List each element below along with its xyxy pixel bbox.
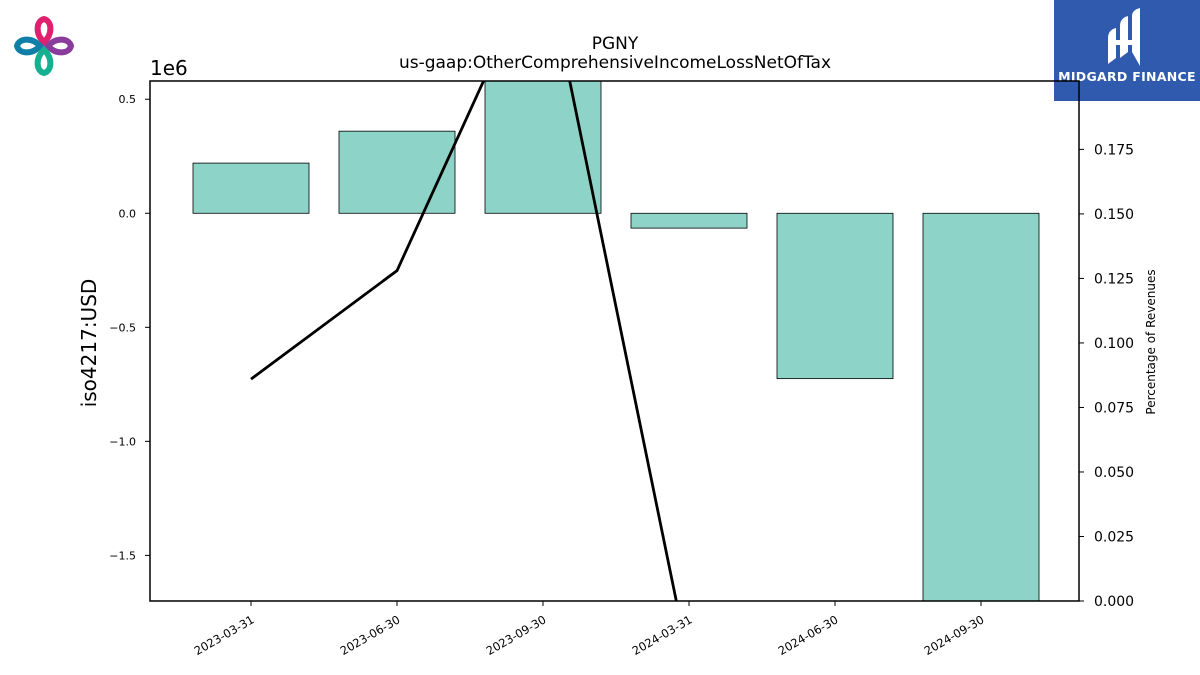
x-tick-label: 2023-09-30 bbox=[484, 612, 549, 658]
plot-frame bbox=[149, 80, 1080, 602]
bar-2024-06-30 bbox=[776, 212, 894, 380]
y-tick-label: −1.5 bbox=[109, 549, 136, 562]
y2-axis-label: Percentage of Revenues bbox=[1144, 269, 1158, 414]
chart-subtitle: us-gaap:OtherComprehensiveIncomeLossNetO… bbox=[399, 53, 831, 73]
y2-tick-label: 0.100 bbox=[1094, 336, 1134, 352]
x-tick-label: 2024-09-30 bbox=[922, 612, 987, 658]
y2-tick-label: 0.000 bbox=[1094, 594, 1134, 610]
bar-2023-09-30 bbox=[484, 80, 602, 214]
y2-tick-label: 0.175 bbox=[1094, 142, 1134, 158]
y-tick-label: −0.5 bbox=[109, 321, 136, 334]
y-tick-label: −1.0 bbox=[109, 435, 136, 448]
y2-tick-label: 0.075 bbox=[1094, 400, 1134, 416]
bar-2023-06-30 bbox=[338, 130, 456, 214]
x-tick-label: 2024-03-31 bbox=[630, 612, 695, 658]
y2-tick-label: 0.150 bbox=[1094, 207, 1134, 223]
logo-text: MIDGARD FINANCE bbox=[1058, 69, 1196, 84]
y-tick-label: 0.0 bbox=[119, 207, 137, 220]
bar-2024-09-30 bbox=[922, 212, 1040, 602]
midgard-finance-logo: MIDGARD FINANCE bbox=[1054, 0, 1200, 101]
y2-tick-label: 0.125 bbox=[1094, 271, 1134, 287]
y-tick-label: 0.5 bbox=[119, 93, 137, 106]
y2-tick-label: 0.050 bbox=[1094, 465, 1134, 481]
bar-2023-03-31 bbox=[192, 162, 310, 214]
company-logo bbox=[8, 10, 80, 82]
x-tick-label: 2023-06-30 bbox=[338, 612, 403, 658]
x-tick-label: 2024-06-30 bbox=[776, 612, 841, 658]
x-tick-label: 2023-03-31 bbox=[192, 612, 257, 658]
y-axis-label: iso4217:USD bbox=[77, 279, 101, 408]
y-offset-label: 1e6 bbox=[150, 56, 188, 80]
y2-tick-label: 0.025 bbox=[1094, 529, 1134, 545]
midgard-mark-icon bbox=[1108, 8, 1140, 66]
bar-2024-03-31 bbox=[630, 212, 748, 229]
chart-title: PGNY bbox=[592, 34, 639, 54]
percentage-of-revenues-line bbox=[250, 81, 678, 601]
